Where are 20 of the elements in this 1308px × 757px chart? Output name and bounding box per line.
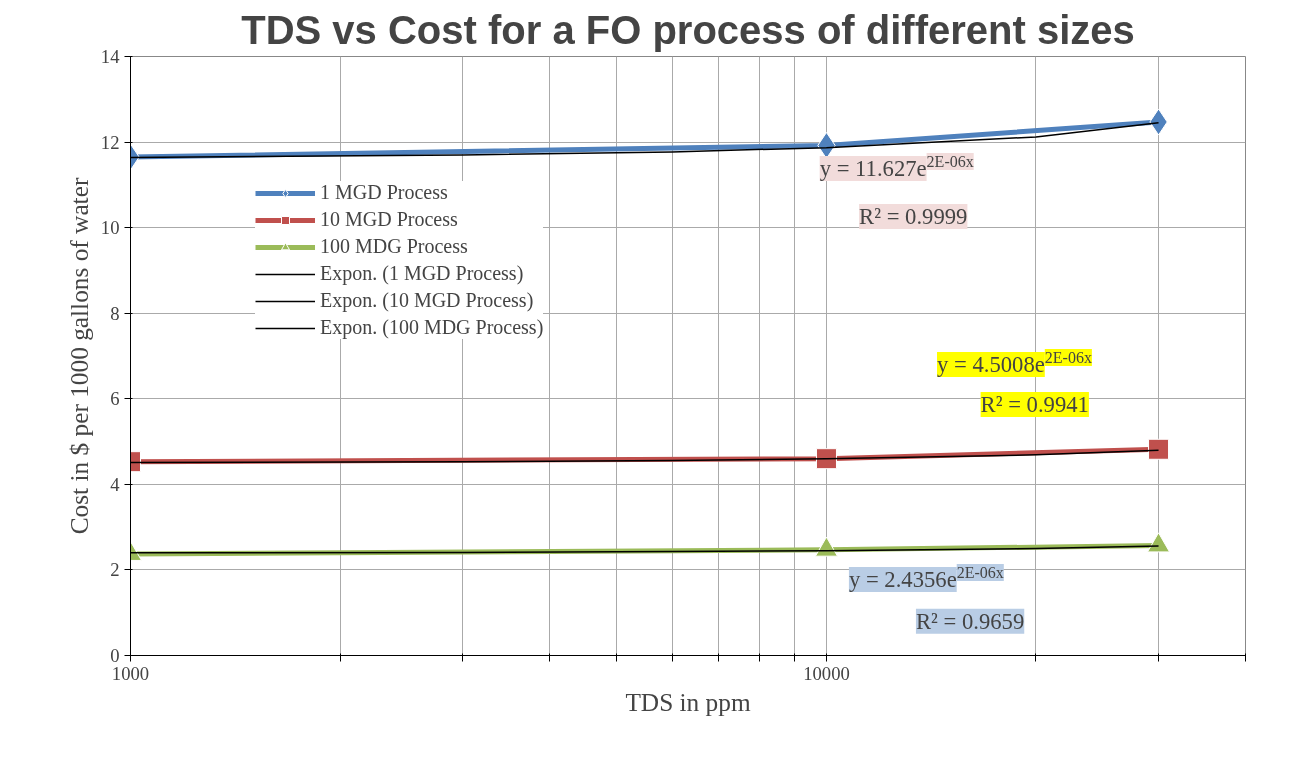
- annotation: R² = 0.9941: [980, 392, 1089, 418]
- legend-label: Expon. (100 MDG Process): [320, 316, 544, 339]
- chart-title: TDS vs Cost for a FO process of different sizes: [241, 7, 1135, 52]
- y-tick-label: 10: [100, 217, 120, 239]
- legend-label: 100 MDG Process: [320, 235, 468, 258]
- y-tick-label: 8: [110, 302, 120, 324]
- y-tick-label: 6: [110, 388, 120, 410]
- legend-label: 10 MGD Process: [320, 208, 458, 231]
- x-axis-title: TDS in ppm: [625, 687, 751, 716]
- annotation: R² = 0.9999: [859, 203, 968, 229]
- y-tick-label: 14: [100, 46, 121, 67]
- legend-label: 1 MGD Process: [320, 181, 448, 204]
- annotation: R² = 0.9659: [915, 608, 1025, 634]
- legend-label: Expon. (1 MGD Process): [320, 262, 524, 285]
- y-axis-title: Cost in $ per 1000 gallons of water: [64, 177, 93, 535]
- y-tick-label: 12: [100, 131, 120, 153]
- legend-label: Expon. (10 MGD Process): [320, 289, 534, 312]
- x-tick-label: 10000: [803, 662, 850, 684]
- y-tick-label: 4: [110, 473, 121, 495]
- y-tick-label: 2: [110, 559, 120, 581]
